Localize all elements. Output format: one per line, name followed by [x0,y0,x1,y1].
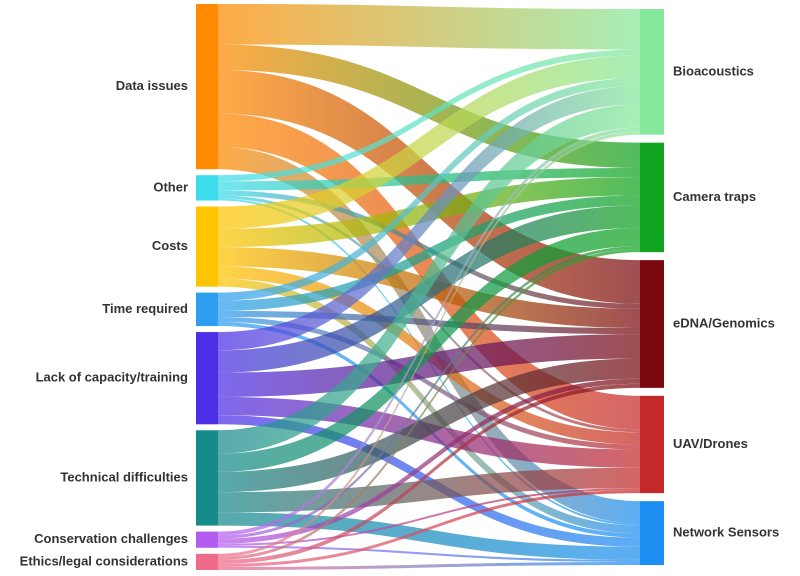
flow-lack-to-bio [218,86,640,351]
label-time: Time required [102,301,188,316]
label-cons: Conservation challenges [34,531,188,546]
node-other [196,175,218,201]
flow-ethics-to-net [218,561,640,570]
flow-other-to-uav [218,195,640,433]
flow-cons-to-uav [218,488,640,546]
flow-tech-to-cam [218,227,640,472]
node-ethics [196,553,218,570]
label-tech: Technical difficulties [60,469,188,484]
node-costs [196,206,218,287]
node-data [196,4,218,170]
label-lack: Lack of capacity/training [36,370,188,385]
flow-tech-to-bio [218,104,640,454]
label-other: Other [153,179,188,194]
node-edna [640,260,664,388]
flow-links [218,4,640,570]
flow-ethics-to-bio [218,131,640,557]
flow-time-to-uav [218,316,640,450]
label-uav: UAV/Drones [673,436,748,451]
label-costs: Costs [152,238,188,253]
node-time [196,292,218,327]
nodes [196,4,664,570]
flow-ethics-to-uav [218,490,640,567]
node-bio [640,9,664,135]
flow-time-to-bio [218,77,640,301]
flow-time-to-cam [218,195,640,311]
label-cam: Camera traps [673,189,756,204]
label-edna: eDNA/Genomics [673,315,775,330]
flow-ethics-to-edna [218,383,640,564]
node-cam [640,142,664,253]
flow-cons-to-net [218,545,640,562]
flow-costs-to-net [218,278,640,534]
flow-cons-to-edna [218,378,640,544]
flow-tech-to-edna [218,358,640,493]
flow-ethics-to-cam [218,249,640,560]
flow-costs-to-bio [218,55,640,229]
flow-cons-to-cam [218,246,640,539]
flow-other-to-bio [218,49,640,182]
node-labels: Data issues Other Costs Time required Lack o… [20,63,780,568]
flow-data-to-net [218,146,640,524]
node-lack [196,332,218,425]
node-net [640,501,664,565]
label-data: Data issues [116,78,188,93]
flow-lack-to-edna [218,334,640,397]
node-cons [196,531,218,548]
flow-data-to-bio [218,4,640,50]
label-ethics: Ethics/legal considerations [20,553,188,568]
node-tech [196,430,218,526]
label-net: Network Sensors [673,525,779,540]
flow-cons-to-bio [218,127,640,536]
flow-data-to-cam [218,44,640,169]
label-bio: Bioacoustics [673,63,754,78]
node-uav [640,395,664,494]
flow-tech-to-uav [218,467,640,513]
